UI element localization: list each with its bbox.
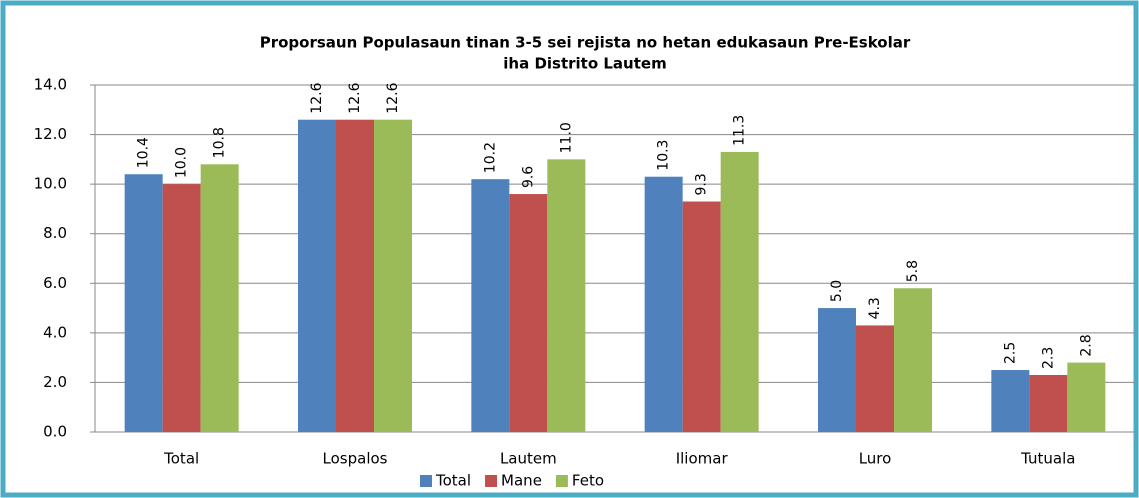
y-tick-label: 6.0: [43, 274, 67, 292]
bar: [1067, 362, 1106, 432]
value-label: 11.3: [732, 115, 748, 146]
legend-swatch: [485, 475, 498, 487]
bar: [682, 201, 721, 432]
x-tick-label: Luro: [859, 450, 892, 468]
legend-swatch: [420, 475, 432, 487]
legend-swatch: [555, 475, 568, 487]
bar: [1029, 374, 1068, 432]
bar: [547, 159, 586, 432]
value-label: 12.6: [309, 82, 325, 113]
bar: [509, 194, 548, 432]
x-tick-label: Lautem: [500, 450, 557, 468]
value-label: 4.3: [867, 297, 883, 319]
value-label: 12.6: [385, 82, 401, 113]
y-tick-label: 12.0: [34, 125, 67, 143]
y-tick-label: 2.0: [43, 373, 67, 391]
value-label: 2.3: [1040, 347, 1056, 369]
bar: [720, 151, 759, 432]
bar: [894, 288, 932, 432]
value-label: 5.8: [905, 260, 921, 282]
x-tick-label: Iliomar: [676, 450, 729, 468]
legend-label: Feto: [572, 472, 604, 490]
chart-title: iha Distrito Lautem: [503, 55, 666, 73]
chart-title: Proporsaun Populasaun tinan 3-5 sei reji…: [260, 34, 911, 52]
y-tick-label: 10.0: [34, 175, 67, 193]
bar: [162, 184, 201, 432]
bar: [200, 164, 239, 433]
value-label: 2.5: [1002, 342, 1018, 364]
bar: [856, 325, 894, 432]
bar: [471, 179, 510, 432]
x-tick-label: Total: [163, 450, 199, 468]
y-tick-label: 0.0: [43, 423, 67, 441]
value-label: 10.3: [656, 140, 672, 171]
bar: [298, 119, 336, 432]
value-label: 11.0: [558, 122, 574, 153]
bar: [644, 176, 683, 432]
value-label: 12.6: [347, 82, 363, 113]
y-tick-label: 4.0: [43, 323, 67, 341]
value-label: 9.6: [520, 166, 536, 188]
bar: [818, 308, 856, 432]
x-tick-label: Tutuala: [1020, 450, 1075, 468]
bar: [336, 119, 374, 432]
value-label: 5.0: [829, 280, 845, 302]
value-label: 9.3: [694, 173, 710, 195]
y-tick-label: 14.0: [34, 76, 67, 94]
value-label: 10.0: [174, 147, 190, 178]
legend-label: Total: [435, 472, 471, 490]
bar: [991, 370, 1030, 432]
y-tick-label: 8.0: [43, 224, 67, 242]
value-label: 10.8: [212, 127, 228, 158]
legend-label: Mane: [501, 472, 542, 490]
value-label: 2.8: [1078, 334, 1094, 356]
bar: [374, 119, 412, 432]
bar: [124, 174, 163, 432]
value-label: 10.4: [136, 137, 152, 168]
x-tick-label: Lospalos: [323, 450, 388, 468]
value-label: 10.2: [482, 142, 498, 173]
